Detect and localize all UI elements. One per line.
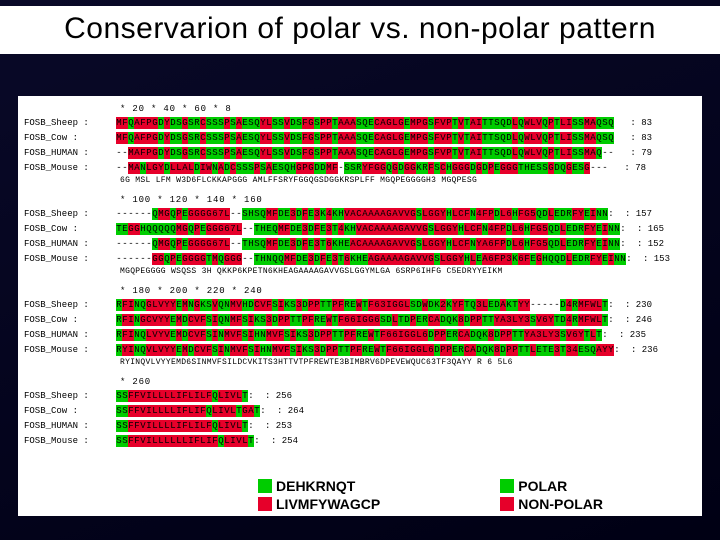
species-label: FOSB_HUMAN : <box>24 239 116 249</box>
sequence-row: FOSB_Sheep :------QMGQPEGGGG67L--SHSQMFD… <box>24 207 696 221</box>
species-label: FOSB_Sheep : <box>24 118 116 128</box>
end-position: : 264 <box>266 406 304 416</box>
end-position: : 78 <box>608 163 646 173</box>
consensus-line: RYINQVLVYYEMD6SINMVFSILDCVKITS3HTTVTPFRE… <box>120 358 696 367</box>
position-ruler: * 260 <box>120 377 696 387</box>
alignment-block: * 100 * 120 * 140 * 160FOSB_Sheep :-----… <box>24 195 696 276</box>
legend-nonpolar-code-text: LIVMFYWAGCP <box>276 496 380 512</box>
legend-polar-code: DEHKRNQT <box>258 478 380 494</box>
position-ruler: * 180 * 200 * 220 * 240 <box>120 286 696 296</box>
end-position: : 253 <box>254 421 292 431</box>
end-position: : 254 <box>260 436 298 446</box>
sequence-row: FOSB_Mouse :RYINQVLVYYEMDCVFSINMVFSIHNMV… <box>24 343 696 357</box>
legend-nonpolar-code: LIVMFYWAGCP <box>258 496 380 512</box>
alignment-blocks: * 20 * 40 * 60 * 8FOSB_Sheep :MFQAFPGDYD… <box>24 104 696 448</box>
swatch-polar <box>258 479 272 493</box>
slide: Conservarion of polar vs. non-polar patt… <box>0 0 720 540</box>
sequence: ------QMGQPEGGGG67L--SHSQMFDE3DFE3K4KHVA… <box>116 208 614 220</box>
end-position: : 165 <box>626 224 664 234</box>
legend-nonpolar-label: NON-POLAR <box>500 496 603 512</box>
position-ruler: * 100 * 120 * 140 * 160 <box>120 195 696 205</box>
swatch-polar-2 <box>500 479 514 493</box>
sequence-row: FOSB_HUMAN :--MAFPGDYDSGSRCSSSPSAESQYLSS… <box>24 146 696 160</box>
species-label: FOSB_HUMAN : <box>24 421 116 431</box>
swatch-nonpolar <box>258 497 272 511</box>
position-ruler: * 20 * 40 * 60 * 8 <box>120 104 696 114</box>
species-label: FOSB_Mouse : <box>24 254 116 264</box>
sequence: --MANLGYDLLALDIWNADCSSSPSAESQHGPGDDMF-SS… <box>116 162 608 174</box>
consensus-line: MGQPEGGGG WSQSS 3H QKKP6KPETN6KHEAGAAAAG… <box>120 267 696 276</box>
sequence-row: FOSB_HUMAN :RFINQLVYVEMDCVFSINMVFSIHNMVF… <box>24 328 696 342</box>
end-position: : 79 <box>614 148 652 158</box>
legend-polar-label: POLAR <box>500 478 603 494</box>
end-position: : 83 <box>614 133 652 143</box>
species-label: FOSB_Sheep : <box>24 209 116 219</box>
sequence-row: FOSB_HUMAN :SSFFVILLLLIFLILFQLIVLT:: 253 <box>24 419 696 433</box>
sequence: RFINQLVYVEMDCVFSINMVFSIHNMVFSIKS3DPPTTPF… <box>116 329 608 341</box>
legend: DEHKRNQT LIVMFYWAGCP POLAR NON-POLAR <box>258 478 603 512</box>
species-label: FOSB_Mouse : <box>24 436 116 446</box>
sequence-row: FOSB_Cow :MFQAFPGDYDSGSRCSSSPSAESQYLSSVD… <box>24 131 696 145</box>
sequence: SSFFVILLLLIFLIFQLIVLTGAT: <box>116 405 266 417</box>
sequence-row: FOSB_Sheep :SSFFVILLLLIFLILFQLIVLT:: 256 <box>24 389 696 403</box>
species-label: FOSB_Cow : <box>24 406 116 416</box>
end-position: : 153 <box>632 254 670 264</box>
sequence: RFINGCVYYEMDCVFSIQNMFSIKS3DPPTTPFREWTF66… <box>116 314 614 326</box>
end-position: : 236 <box>620 345 658 355</box>
sequence-row: FOSB_Cow :SSFFVILLLLIFLIFQLIVLTGAT:: 264 <box>24 404 696 418</box>
end-position: : 152 <box>626 239 664 249</box>
alignment-panel: * 20 * 40 * 60 * 8FOSB_Sheep :MFQAFPGDYD… <box>18 96 702 516</box>
end-position: : 83 <box>614 118 652 128</box>
alignment-block: * 20 * 40 * 60 * 8 FOSB_Sheep :MFQAFPGDYD… <box>24 104 696 185</box>
sequence: SSFFVILLLLLLIFLIFQLIVLT: <box>116 435 260 447</box>
sequence: TEGGHQQQQQMGQPEGGG67L--THEQMFDE3DFE3T4KH… <box>116 223 626 235</box>
legend-labels: POLAR NON-POLAR <box>500 478 603 512</box>
sequence-row: FOSB_Mouse :--MANLGYDLLALDIWNADCSSSPSAES… <box>24 161 696 175</box>
species-label: FOSB_Sheep : <box>24 391 116 401</box>
sequence-row: FOSB_Cow :RFINGCVYYEMDCVFSIQNMFSIKS3DPPT… <box>24 313 696 327</box>
swatch-nonpolar-2 <box>500 497 514 511</box>
species-label: FOSB_Mouse : <box>24 163 116 173</box>
consensus-line: 6G MSL LFM W3D6FLCKKAPGGG AMLFFSRYFGGQGS… <box>120 176 696 185</box>
sequence-row: FOSB_Mouse :------GGQPEGGGGTMQGGG--THNQQ… <box>24 252 696 266</box>
sequence: RYINQVLVYYEMDCVFSINMVFSIHNMVFSIKS3DPPTTP… <box>116 344 620 356</box>
sequence-row: FOSB_Sheep :RFINQGLVYYEMNGKSVQNMVHDCVFSI… <box>24 298 696 312</box>
sequence: ------GGQPEGGGGTMQGGG--THNQQMFDE3DFE3T6K… <box>116 253 632 265</box>
sequence: MFQAFPGDYDSGSRCSSSPSAESQYLSSVDSFGSPPTAAA… <box>116 117 614 129</box>
end-position: : 230 <box>614 300 652 310</box>
species-label: FOSB_HUMAN : <box>24 148 116 158</box>
end-position: : 157 <box>614 209 652 219</box>
sequence-row: FOSB_Cow :TEGGHQQQQQMGQPEGGG67L--THEQMFD… <box>24 222 696 236</box>
sequence: SSFFVILLLLIFLILFQLIVLT: <box>116 390 254 402</box>
sequence-row: FOSB_Mouse :SSFFVILLLLLLIFLIFQLIVLT:: 25… <box>24 434 696 448</box>
end-position: : 235 <box>608 330 646 340</box>
legend-polar-label-text: POLAR <box>518 478 567 494</box>
sequence-row: FOSB_HUMAN :------QMGQPEGGGG67L--THSQMFD… <box>24 237 696 251</box>
species-label: FOSB_Cow : <box>24 224 116 234</box>
legend-codes: DEHKRNQT LIVMFYWAGCP <box>258 478 380 512</box>
species-label: FOSB_Cow : <box>24 315 116 325</box>
legend-polar-code-text: DEHKRNQT <box>276 478 355 494</box>
sequence: RFINQGLVYYEMNGKSVQNMVHDCVFSIKS3DPPTTPFRE… <box>116 299 614 311</box>
alignment-block: * 180 * 200 * 220 * 240FOSB_Sheep :RFINQ… <box>24 286 696 367</box>
species-label: FOSB_Mouse : <box>24 345 116 355</box>
end-position: : 246 <box>614 315 652 325</box>
end-position: : 256 <box>254 391 292 401</box>
sequence-row: FOSB_Sheep :MFQAFPGDYDSGSRCSSSPSAESQYLSS… <box>24 116 696 130</box>
sequence: --MAFPGDYDSGSRCSSSPSAESQYLSSVDSFGSPPTAAA… <box>116 147 614 159</box>
sequence: ------QMGQPEGGGG67L--THSQMFDE3DFE3T6KHEA… <box>116 238 626 250</box>
species-label: FOSB_HUMAN : <box>24 330 116 340</box>
sequence: MFQAFPGDYDSGSRCSSSPSAESQYLSSVDSFGSPPTAAA… <box>116 132 614 144</box>
species-label: FOSB_Cow : <box>24 133 116 143</box>
alignment-block: * 260FOSB_Sheep :SSFFVILLLLIFLILFQLIVLT:… <box>24 377 696 448</box>
sequence: SSFFVILLLLIFLILFQLIVLT: <box>116 420 254 432</box>
slide-title: Conservarion of polar vs. non-polar patt… <box>0 6 720 54</box>
species-label: FOSB_Sheep : <box>24 300 116 310</box>
legend-nonpolar-label-text: NON-POLAR <box>518 496 603 512</box>
